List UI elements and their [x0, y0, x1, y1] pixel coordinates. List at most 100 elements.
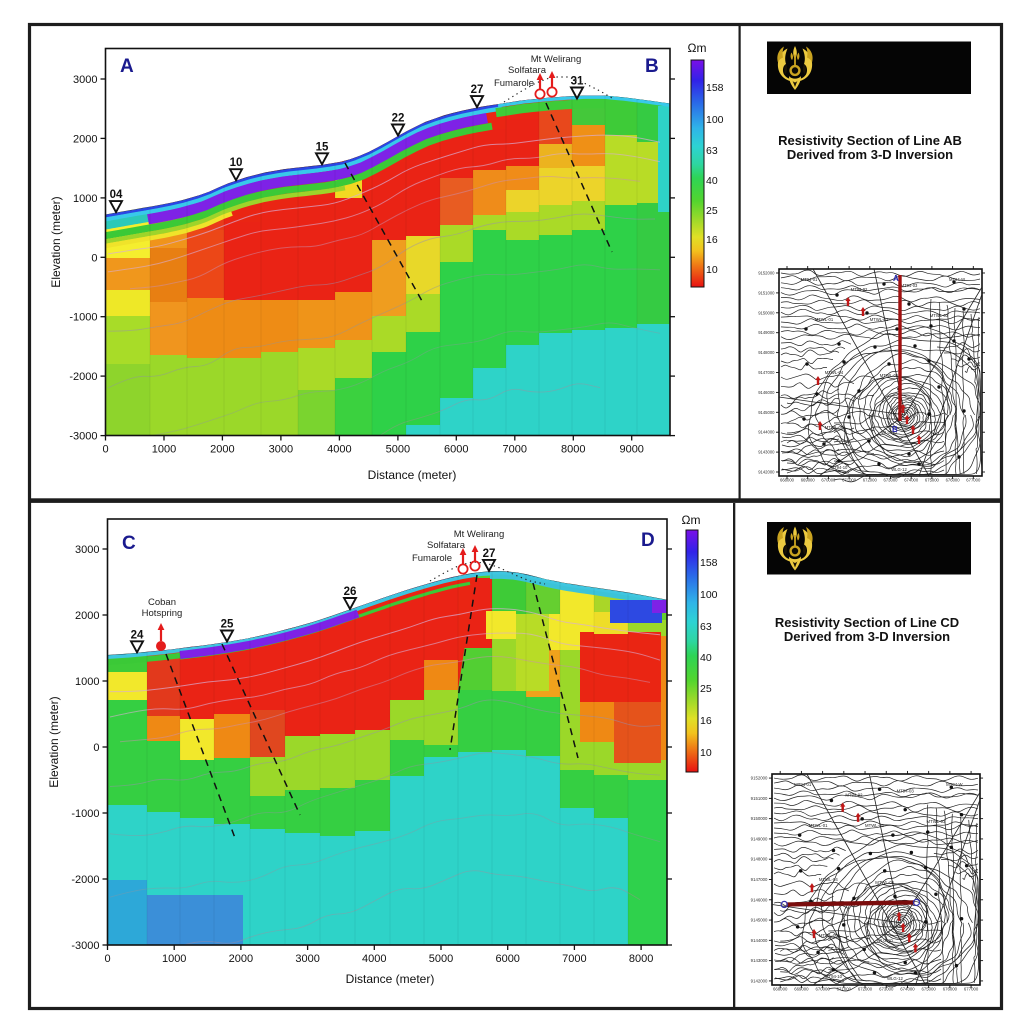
svg-text:2000: 2000 [75, 610, 99, 622]
svg-text:MTWL-01: MTWL-01 [809, 823, 828, 828]
svg-text:MT94-03: MT94-03 [897, 788, 915, 793]
svg-text:MTWL-04: MTWL-04 [819, 877, 838, 882]
svg-text:2000: 2000 [73, 133, 97, 145]
svg-text:MT94-10: MT94-10 [831, 465, 848, 470]
svg-text:9145000: 9145000 [758, 410, 775, 415]
svg-text:WLG-12: WLG-12 [887, 976, 904, 981]
svg-text:0: 0 [91, 252, 97, 264]
svg-text:25: 25 [221, 619, 234, 631]
svg-text:4000: 4000 [362, 953, 386, 965]
svg-text:0: 0 [93, 742, 99, 754]
svg-text:10: 10 [706, 264, 718, 276]
svg-text:9152000: 9152000 [751, 776, 768, 781]
svg-text:MT94-01: MT94-01 [801, 277, 818, 282]
svg-text:674000: 674000 [904, 478, 919, 483]
svg-text:04: 04 [110, 189, 123, 201]
svg-text:WLG-10: WLG-10 [877, 938, 894, 943]
svg-text:1000: 1000 [152, 444, 176, 456]
svg-text:671000: 671000 [837, 987, 852, 992]
svg-text:Elevation (meter): Elevation (meter) [47, 696, 61, 787]
svg-text:63: 63 [706, 145, 718, 157]
svg-text:-1000: -1000 [69, 312, 97, 324]
svg-text:668000: 668000 [780, 478, 795, 483]
svg-text:MT94-10: MT94-10 [825, 974, 843, 979]
svg-text:24: 24 [131, 629, 144, 641]
svg-text:MT94-01: MT94-01 [794, 782, 812, 787]
svg-text:9145000: 9145000 [751, 918, 768, 923]
svg-text:Resistivity Section of Line AB: Resistivity Section of Line AB [778, 133, 962, 148]
svg-text:Mt Welirang: Mt Welirang [531, 54, 582, 65]
svg-text:100: 100 [706, 114, 724, 126]
svg-text:673000: 673000 [884, 478, 899, 483]
svg-text:MTWL-02: MTWL-02 [870, 317, 889, 322]
svg-text:9151000: 9151000 [758, 290, 775, 295]
svg-text:MTWL-06: MTWL-06 [819, 933, 838, 938]
svg-text:9144000: 9144000 [751, 938, 768, 943]
svg-text:Hotspring: Hotspring [142, 608, 183, 619]
svg-text:9151000: 9151000 [751, 796, 768, 801]
svg-text:Ωm: Ωm [688, 41, 707, 55]
svg-text:22: 22 [392, 113, 405, 125]
svg-text:WLG-10: WLG-10 [881, 430, 897, 435]
svg-text:Distance (meter): Distance (meter) [346, 972, 435, 986]
svg-text:672000: 672000 [863, 478, 878, 483]
svg-text:25: 25 [700, 683, 712, 695]
svg-text:Ωm: Ωm [682, 513, 701, 527]
svg-text:B: B [892, 425, 898, 434]
svg-text:Resistivity Section of Line CD: Resistivity Section of Line CD [775, 615, 959, 630]
svg-text:9148000: 9148000 [751, 857, 768, 862]
svg-text:Elevation (meter): Elevation (meter) [49, 196, 63, 287]
svg-text:Coban: Coban [148, 597, 176, 608]
svg-text:MTWL-04: MTWL-04 [825, 370, 844, 375]
svg-text:5000: 5000 [386, 444, 410, 456]
svg-text:9150000: 9150000 [758, 310, 775, 315]
svg-text:9150000: 9150000 [751, 816, 768, 821]
svg-text:1000: 1000 [73, 193, 97, 205]
svg-text:40: 40 [706, 175, 718, 187]
svg-text:-3000: -3000 [71, 940, 99, 952]
svg-text:Derived from 3-D Inversion: Derived from 3-D Inversion [784, 629, 950, 644]
svg-text:9144000: 9144000 [758, 430, 775, 435]
svg-text:671000: 671000 [842, 478, 857, 483]
svg-text:Fumarole: Fumarole [412, 553, 452, 564]
svg-text:670000: 670000 [821, 478, 836, 483]
svg-text:5000: 5000 [429, 953, 453, 965]
svg-text:Mt Welirang: Mt Welirang [454, 529, 505, 540]
svg-text:Solfatara: Solfatara [508, 65, 547, 76]
svg-text:10: 10 [230, 157, 243, 169]
svg-text:0: 0 [102, 444, 108, 456]
svg-text:MTWL-05: MTWL-05 [875, 880, 894, 885]
svg-text:MTWL-03: MTWL-03 [927, 819, 946, 824]
svg-text:WLG-12: WLG-12 [891, 467, 907, 472]
svg-text:1000: 1000 [75, 676, 99, 688]
svg-text:MTWL-02: MTWL-02 [865, 823, 884, 828]
svg-text:15: 15 [316, 141, 329, 153]
svg-text:Derived from 3-D Inversion: Derived from 3-D Inversion [787, 147, 953, 162]
svg-text:9146000: 9146000 [758, 390, 775, 395]
svg-text:Fumarole: Fumarole [494, 78, 534, 89]
svg-text:672000: 672000 [858, 987, 873, 992]
svg-text:63: 63 [700, 621, 712, 633]
svg-text:100: 100 [700, 589, 718, 601]
svg-text:669000: 669000 [801, 478, 816, 483]
svg-text:4000: 4000 [327, 444, 351, 456]
svg-text:3000: 3000 [75, 544, 99, 556]
svg-text:674000: 674000 [900, 987, 915, 992]
svg-text:158: 158 [700, 557, 718, 569]
svg-text:A: A [893, 274, 899, 283]
svg-text:677000: 677000 [964, 987, 979, 992]
svg-text:9147000: 9147000 [751, 877, 768, 882]
svg-text:Distance (meter): Distance (meter) [368, 468, 457, 482]
svg-text:9148000: 9148000 [758, 350, 775, 355]
svg-text:MTWL-01: MTWL-01 [815, 317, 834, 322]
svg-text:3000: 3000 [73, 74, 97, 86]
svg-text:31: 31 [571, 76, 584, 88]
svg-text:1000: 1000 [162, 953, 186, 965]
svg-text:-2000: -2000 [71, 874, 99, 886]
svg-text:27: 27 [483, 548, 496, 560]
svg-text:A: A [120, 56, 134, 77]
svg-text:MT94-02: MT94-02 [845, 792, 863, 797]
svg-text:670000: 670000 [815, 987, 830, 992]
svg-text:9149000: 9149000 [758, 330, 775, 335]
svg-text:677000: 677000 [966, 478, 981, 483]
